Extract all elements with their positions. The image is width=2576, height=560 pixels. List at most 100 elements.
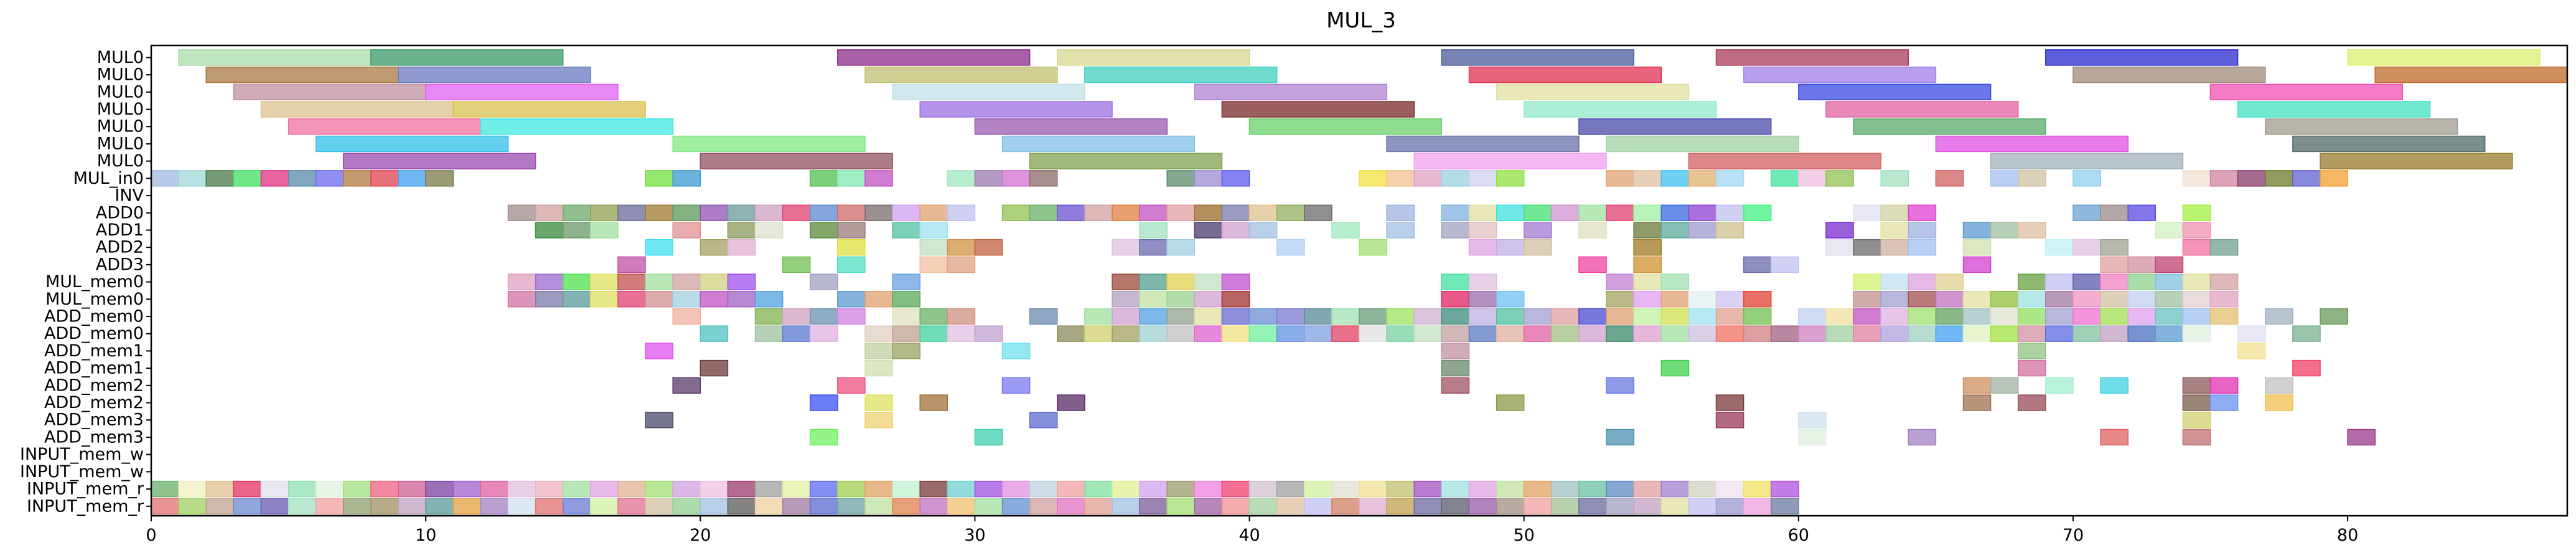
bar-row1-4 (1468, 66, 1662, 83)
bar-row7-42 (2182, 170, 2211, 187)
bar-row26-45 (1386, 498, 1415, 515)
bar-row15-49 (2209, 308, 2239, 325)
bar-row10-31 (2182, 222, 2211, 239)
bar-row26-4 (260, 498, 289, 515)
x-tick-label: 10 (415, 526, 436, 545)
bar-row10-17 (1468, 222, 1497, 239)
bar-row15-21 (1413, 308, 1443, 325)
bar-row13-20 (1660, 273, 1690, 290)
bar-row14-21 (1606, 291, 1634, 308)
bar-row25-2 (205, 480, 235, 498)
bar-row20-5 (1715, 394, 1745, 411)
bar-row2-3 (1194, 83, 1387, 100)
bar-row25-13 (507, 480, 536, 498)
bar-row7-5 (288, 170, 317, 187)
bar-row11-2 (727, 239, 756, 256)
bar-row10-12 (1221, 222, 1250, 239)
bar-row10-27 (1962, 222, 1992, 239)
bar-row15-25 (1523, 308, 1552, 325)
bar-row16-23 (1441, 325, 1470, 342)
bar-row14-32 (1990, 291, 2019, 308)
bar-row4-3 (1248, 118, 1443, 135)
bar-row9-32 (1496, 204, 1525, 221)
bar-row9-29 (1386, 204, 1415, 221)
bar-row16-15 (1221, 325, 1250, 342)
bar-row0-2 (837, 49, 1031, 66)
bar-row26-50 (1523, 498, 1552, 515)
bar-row9-13 (864, 204, 893, 221)
bar-row14-16 (1194, 291, 1223, 308)
bar-row16-40 (1908, 325, 1937, 342)
bar-row26-38 (1194, 498, 1223, 515)
bar-row15-1 (754, 308, 784, 325)
bar-row7-29 (1606, 170, 1634, 187)
bar-row26-0 (151, 498, 179, 515)
bar-row15-41 (1990, 308, 2019, 325)
bar-row9-7 (700, 204, 729, 221)
bar-row7-10 (425, 170, 454, 187)
x-tick-label: 60 (1788, 526, 1809, 545)
bar-row11-4 (919, 239, 948, 256)
bar-row25-46 (1413, 480, 1443, 498)
bar-row26-19 (672, 498, 701, 515)
bar-row25-56 (1688, 480, 1717, 498)
bar-row7-23 (1359, 170, 1387, 187)
bar-row11-20 (1962, 239, 1992, 256)
bar-row11-13 (1496, 239, 1525, 256)
bar-row26-40 (1248, 498, 1278, 515)
bar-row14-19 (1468, 291, 1497, 308)
y-tick-label: INV (115, 186, 144, 206)
bar-row19-1 (837, 377, 866, 394)
y-tick-label: ADD_mem3 (44, 427, 144, 447)
bar-row16-47 (2100, 325, 2129, 342)
bar-row9-40 (1715, 204, 1745, 221)
y-tick-label: MUL_mem0 (45, 290, 144, 309)
bar-row25-1 (178, 480, 207, 498)
bar-row21-3 (1715, 412, 1745, 429)
bar-row6-5 (1990, 153, 2184, 169)
bar-row25-37 (1166, 480, 1196, 498)
bar-row26-59 (1770, 498, 1799, 515)
bar-row12-4 (947, 256, 976, 273)
bar-row10-19 (1578, 222, 1607, 239)
bar-row16-21 (1386, 325, 1415, 342)
bar-row25-18 (645, 480, 673, 498)
bar-row25-53 (1606, 480, 1634, 498)
bar-row9-24 (1194, 204, 1223, 221)
bar-row11-17 (1853, 239, 1881, 256)
bar-row20-8 (2182, 394, 2211, 411)
bar-row26-26 (864, 498, 893, 515)
x-tick-label: 0 (146, 526, 156, 545)
y-tick-label: MUL0 (97, 82, 144, 102)
bar-row18-0 (700, 359, 729, 377)
bar-row15-35 (1825, 308, 1854, 325)
y-tick-label: ADD_mem3 (44, 411, 144, 430)
bar-row2-5 (1798, 83, 1992, 100)
bar-row7-2 (205, 170, 235, 187)
bar-row14-11 (864, 291, 893, 308)
bar-row12-12 (2155, 256, 2184, 273)
bar-row9-37 (1633, 204, 1662, 221)
bar-row12-5 (1578, 256, 1607, 273)
bar-row0-7 (2347, 49, 2541, 66)
bar-row25-3 (233, 480, 262, 498)
bar-row16-48 (2127, 325, 2157, 342)
bar-row16-19 (1331, 325, 1360, 342)
bar-row13-26 (2045, 273, 2074, 290)
bar-row16-1 (754, 325, 784, 342)
bar-row16-30 (1633, 325, 1662, 342)
bar-row9-28 (1304, 204, 1332, 221)
chart-title: MUL_3 (1326, 8, 1396, 33)
bar-row11-1 (700, 239, 729, 256)
bar-row16-10 (1084, 325, 1113, 342)
bar-row16-29 (1606, 325, 1634, 342)
bar-row9-41 (1743, 204, 1772, 221)
bar-row9-42 (1853, 204, 1881, 221)
bar-row7-19 (1029, 170, 1058, 187)
bar-row15-42 (2017, 308, 2046, 325)
bar-row15-46 (2127, 308, 2157, 325)
bar-row16-4 (864, 325, 893, 342)
y-tick-label: ADD_mem2 (44, 393, 144, 412)
bar-row19-6 (1990, 377, 2019, 394)
bar-row9-11 (809, 204, 838, 221)
